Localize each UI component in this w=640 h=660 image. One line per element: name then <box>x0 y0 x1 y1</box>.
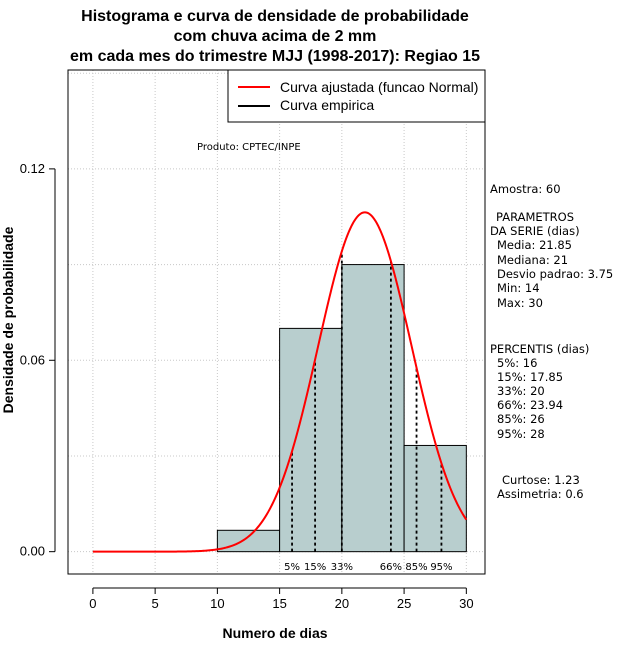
histogram-bar-1 <box>279 327 343 553</box>
x-tick-label-6: 30 <box>459 596 473 611</box>
stat-p95: 95%: 28 <box>497 427 545 441</box>
histogram-bars <box>216 264 467 553</box>
product-annotation: Produto: CPTEC/INPE <box>197 142 301 153</box>
x-axis-label: Numero de dias <box>222 625 327 641</box>
legend-box <box>227 69 486 123</box>
y-axis-label: Densidade de probabilidade <box>0 226 16 413</box>
stat-curtose: Curtose: 1.23 <box>502 473 580 487</box>
chart-title-line-2: com chuva acima de 2 mm <box>174 28 377 45</box>
stat-max: Max: 30 <box>497 296 543 310</box>
percentile-label-1: 15% <box>304 562 326 573</box>
y-tick-label-1: 0.06 <box>20 352 45 367</box>
histogram-bar-3 <box>403 444 467 553</box>
percentile-label-2: 33% <box>331 562 353 573</box>
legend: Curva ajustada (funcao Normal) Curva emp… <box>227 69 486 123</box>
stat-media: Media: 21.85 <box>497 238 572 252</box>
y-tick-label-2: 0.12 <box>20 161 45 176</box>
x-tick-label-1: 5 <box>152 596 159 611</box>
stat-param-title-2: DA SERIE (dias) <box>490 224 580 238</box>
chart-title-line-1: Histograma e curva de densidade de proba… <box>81 8 469 25</box>
y-axis: 0.00 0.06 0.12 <box>20 161 56 559</box>
stat-p15: 15%: 17.85 <box>497 370 563 384</box>
x-tick-label-0: 0 <box>89 596 96 611</box>
histogram-bar-0 <box>216 529 281 553</box>
stat-mediana: Mediana: 21 <box>497 253 568 267</box>
stat-amostra: Amostra: 60 <box>490 182 561 196</box>
x-tick-label-3: 15 <box>272 596 286 611</box>
percentile-label-3: 66% <box>380 562 402 573</box>
stat-p66: 66%: 23.94 <box>497 398 563 412</box>
stats-panel: Amostra: 60 PARAMETROS DA SERIE (dias) M… <box>490 182 613 501</box>
stat-param-title-1: PARAMETROS <box>496 210 574 224</box>
stat-min: Min: 14 <box>497 281 540 295</box>
y-tick-label-0: 0.00 <box>20 544 45 559</box>
stat-p33: 33%: 20 <box>497 384 545 398</box>
percentile-label-4: 85% <box>405 562 427 573</box>
percentile-label-0: 5% <box>284 562 300 573</box>
stat-desvio: Desvio padrao: 3.75 <box>497 267 613 281</box>
stat-perc-title: PERCENTIS (dias) <box>490 342 589 356</box>
x-tick-label-5: 25 <box>397 596 411 611</box>
percentile-label-5: 95% <box>430 562 452 573</box>
x-axis: 0 5 10 15 20 25 30 <box>89 587 474 611</box>
stat-p85: 85%: 26 <box>497 412 545 426</box>
normal-fit-curve <box>92 211 468 553</box>
x-tick-label-4: 20 <box>335 596 349 611</box>
legend-label-normal: Curva ajustada (funcao Normal) <box>280 79 478 95</box>
stat-p5: 5%: 16 <box>497 356 537 370</box>
stat-assimetria: Assimetria: 0.6 <box>497 487 584 501</box>
histogram-bar-2 <box>341 264 405 553</box>
legend-label-empirical: Curva empirica <box>280 97 374 113</box>
chart-title-line-3: em cada mes do trimestre MJJ (1998-2017)… <box>70 48 480 65</box>
percentile-lines: 5% 15% 33% 66% 85% 95% <box>284 251 453 573</box>
x-tick-label-2: 10 <box>210 596 224 611</box>
